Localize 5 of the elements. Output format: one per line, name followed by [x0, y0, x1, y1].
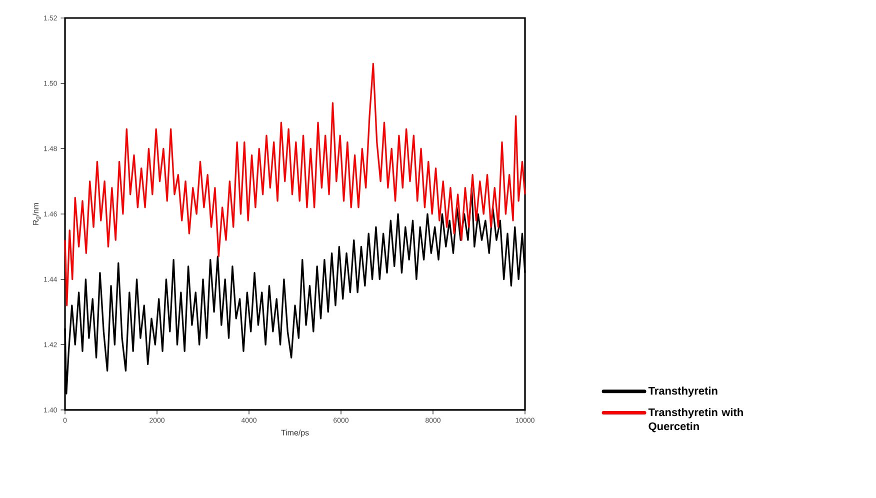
legend-label: Transthyretin	[648, 386, 718, 397]
legend-label: Transthyretin with Quercetin	[648, 408, 743, 432]
x-axis-title: Time/ps	[281, 430, 309, 438]
y-axis-title: R$_{g}$/nm	[32, 203, 41, 225]
line-series	[64, 62, 526, 306]
